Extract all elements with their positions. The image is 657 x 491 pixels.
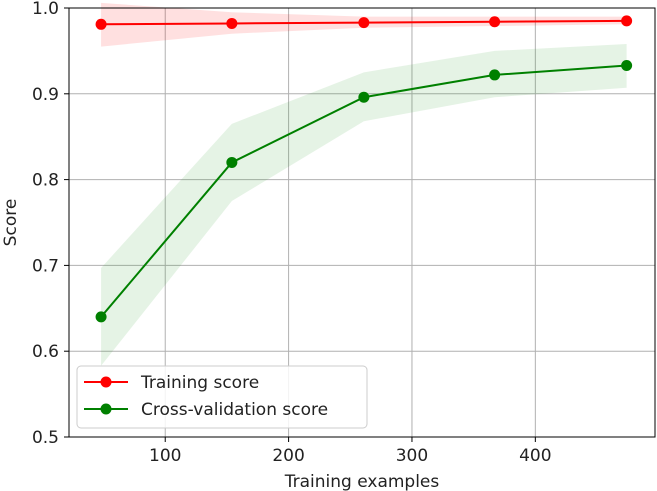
x-tick-label: 400: [519, 446, 551, 466]
x-tick-label: 300: [396, 446, 428, 466]
legend-box: [76, 365, 368, 429]
series-0-point: [489, 16, 501, 28]
y-axis-title: Score: [1, 199, 21, 247]
series-points: [95, 15, 633, 323]
series-1-point: [621, 59, 633, 71]
x-axis-title: Training examples: [284, 472, 440, 491]
series-0-point: [358, 17, 370, 29]
series-0-point: [226, 17, 238, 29]
y-axis: 0.5 0.6 0.7 0.8 0.9 1.0: [32, 0, 69, 448]
series-1-point: [489, 69, 501, 81]
legend-marker: [100, 376, 112, 388]
series-1-point: [95, 311, 107, 323]
legend-label: Training score: [140, 373, 259, 393]
series-1-point: [226, 156, 238, 168]
series-0-point: [95, 18, 107, 30]
legend-label: Cross-validation score: [141, 400, 328, 420]
legend: Training score Cross-validation score: [76, 365, 368, 429]
series-0-point: [621, 15, 633, 27]
y-tick-label: 1.0: [32, 0, 59, 19]
y-tick-label: 0.9: [32, 85, 59, 105]
x-axis: 100 200 300 400: [149, 437, 552, 466]
y-tick-label: 0.7: [32, 256, 59, 276]
score-bands: [101, 2, 627, 366]
y-tick-label: 0.8: [32, 171, 59, 191]
legend-marker: [100, 403, 112, 415]
x-tick-label: 100: [149, 446, 181, 466]
y-tick-label: 0.6: [32, 342, 59, 362]
series-1-band: [101, 44, 627, 366]
plot-frame: [68, 7, 656, 438]
x-tick-label: 200: [272, 446, 304, 466]
series-1-point: [358, 91, 370, 103]
y-tick-label: 0.5: [32, 428, 59, 448]
